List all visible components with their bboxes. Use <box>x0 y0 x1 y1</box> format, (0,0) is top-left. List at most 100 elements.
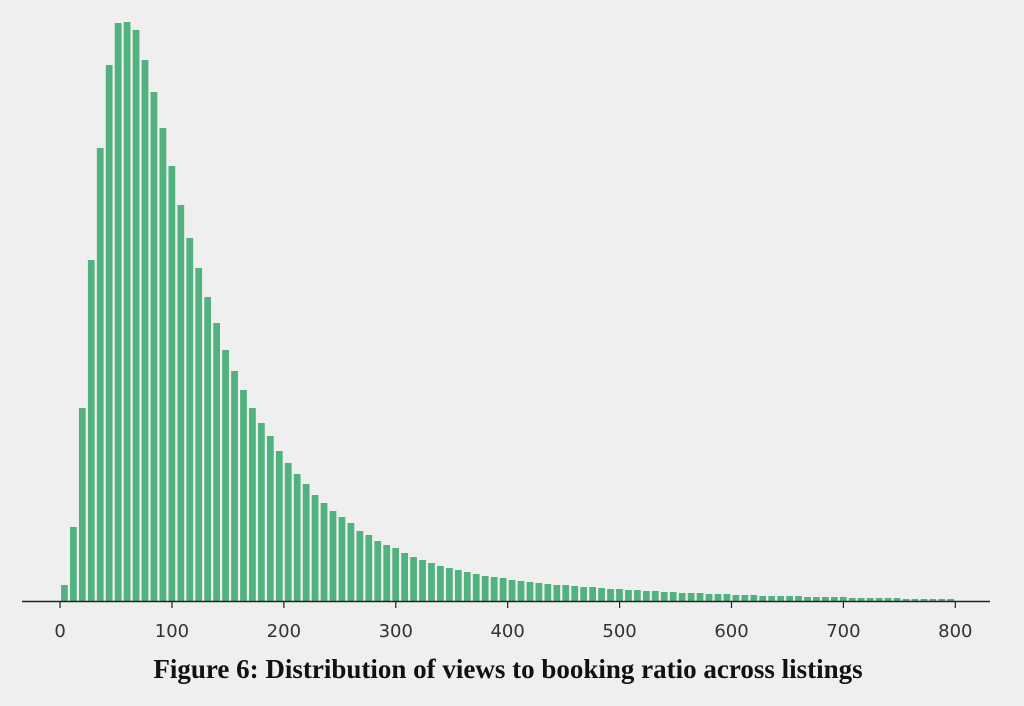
bar <box>96 148 104 601</box>
bar <box>383 545 391 601</box>
bar <box>365 535 373 601</box>
bar <box>535 583 543 601</box>
bar <box>714 594 722 601</box>
bar <box>589 587 597 601</box>
bar <box>472 574 480 601</box>
bar <box>284 463 292 601</box>
bar <box>544 584 552 601</box>
bar <box>902 599 910 601</box>
bar <box>490 577 498 601</box>
bar <box>804 597 811 601</box>
bar <box>258 423 265 601</box>
bar <box>741 595 749 601</box>
bar <box>186 238 194 601</box>
bar <box>392 548 400 601</box>
bar <box>302 484 310 601</box>
bar <box>150 92 158 601</box>
x-tick-label: 600 <box>714 621 748 642</box>
bar <box>454 570 462 601</box>
bar <box>947 599 955 601</box>
x-tick-label: 300 <box>379 621 413 642</box>
bar <box>884 598 892 601</box>
bar <box>213 323 220 601</box>
bar <box>848 598 856 601</box>
bar <box>696 593 704 601</box>
bar <box>446 568 453 601</box>
bar <box>822 597 829 601</box>
bar <box>634 590 641 601</box>
bar <box>168 166 176 601</box>
bar <box>463 572 471 601</box>
bar <box>508 580 516 601</box>
bar <box>410 557 417 601</box>
bar <box>929 599 937 601</box>
bar <box>159 128 167 601</box>
bar <box>320 503 328 601</box>
bar <box>687 593 695 601</box>
x-tick-label: 400 <box>490 621 524 642</box>
bar <box>678 593 686 601</box>
bar <box>249 408 256 601</box>
bar <box>553 585 561 601</box>
x-tick-label: 200 <box>267 621 301 642</box>
bar <box>141 60 149 601</box>
bar <box>195 268 203 601</box>
bar <box>517 581 525 601</box>
bar <box>768 596 776 601</box>
bar <box>571 586 579 601</box>
bar <box>87 260 95 601</box>
bar <box>428 563 435 601</box>
bar <box>61 585 68 601</box>
bar <box>580 587 588 601</box>
bar <box>732 595 740 601</box>
x-tick-label: 100 <box>155 621 189 642</box>
bar <box>231 371 238 601</box>
bar <box>625 590 632 601</box>
bar <box>866 598 874 601</box>
bar <box>481 576 489 601</box>
bar <box>114 23 122 601</box>
x-tick-label: 800 <box>938 621 972 642</box>
bar <box>437 566 444 601</box>
bar <box>70 527 77 601</box>
bar <box>374 541 382 601</box>
bar <box>813 597 820 601</box>
bar <box>275 451 283 601</box>
bar <box>911 599 919 601</box>
bar <box>893 598 901 601</box>
bar <box>177 205 185 601</box>
bar <box>598 588 605 601</box>
bar <box>526 582 534 601</box>
bar <box>795 596 802 601</box>
bar <box>329 511 337 601</box>
bar <box>777 596 785 601</box>
bar <box>222 350 229 601</box>
x-tick-label: 0 <box>54 621 65 642</box>
bar <box>938 599 946 601</box>
bar <box>311 495 319 601</box>
bar <box>78 408 86 601</box>
bar <box>786 596 793 601</box>
bar <box>723 594 731 601</box>
bar <box>750 595 758 601</box>
bar <box>857 598 865 601</box>
bar <box>839 597 847 601</box>
bar <box>338 517 346 601</box>
bar <box>705 594 713 601</box>
bar <box>499 578 507 601</box>
bar <box>123 22 131 601</box>
bar <box>562 585 570 601</box>
bar <box>419 560 426 601</box>
bar <box>293 474 301 601</box>
x-tick-label: 700 <box>826 621 860 642</box>
bar <box>356 531 364 601</box>
bar <box>669 592 677 601</box>
bar <box>401 553 408 601</box>
bar <box>347 523 355 601</box>
bar <box>266 436 274 601</box>
bar <box>204 297 212 601</box>
bar <box>132 30 140 601</box>
bar <box>642 591 650 601</box>
caption: Figure 6: Distribution of views to booki… <box>153 654 862 684</box>
